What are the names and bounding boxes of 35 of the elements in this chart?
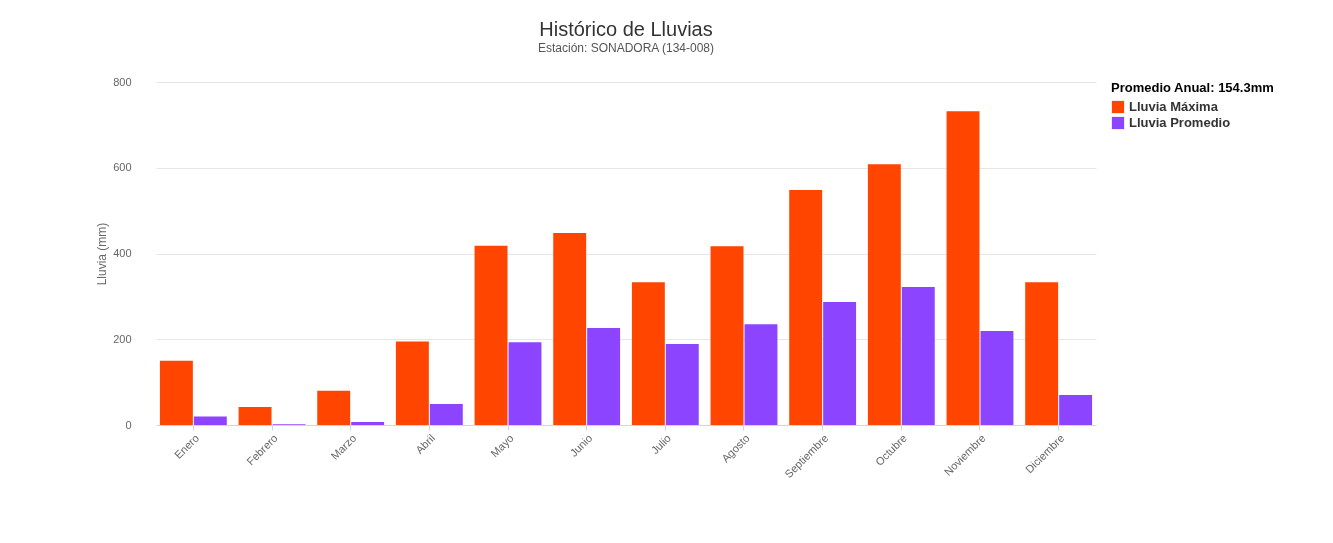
bar bbox=[946, 111, 980, 425]
bar bbox=[395, 341, 429, 425]
bar bbox=[631, 282, 665, 425]
bar bbox=[351, 422, 385, 425]
bar bbox=[980, 331, 1014, 425]
bar bbox=[429, 403, 463, 425]
bar bbox=[238, 406, 272, 425]
bar bbox=[710, 246, 744, 425]
bar bbox=[1059, 394, 1093, 425]
bar bbox=[867, 164, 901, 425]
bar bbox=[193, 416, 227, 425]
bar bbox=[474, 245, 508, 425]
y-tick-label: 0 bbox=[125, 418, 132, 431]
bar bbox=[665, 343, 699, 425]
bar bbox=[1025, 282, 1059, 425]
legend-label: Lluvia Máxima bbox=[1129, 99, 1219, 114]
legend-label: Lluvia Promedio bbox=[1129, 115, 1231, 130]
legend-title: Promedio Anual: 154.3mm bbox=[1111, 80, 1274, 95]
bar bbox=[159, 360, 193, 425]
y-tick-label: 400 bbox=[113, 247, 132, 259]
y-tick-label: 200 bbox=[113, 332, 132, 345]
bar bbox=[508, 342, 542, 425]
bar bbox=[789, 190, 823, 425]
y-tick-label: 800 bbox=[113, 75, 132, 88]
bar bbox=[553, 232, 587, 425]
x-tick-label: Julio bbox=[648, 431, 674, 457]
bar bbox=[901, 286, 935, 425]
chart-title: Histórico de Lluvias bbox=[539, 18, 713, 40]
bar bbox=[823, 301, 857, 425]
y-tick-label: 600 bbox=[113, 161, 132, 174]
bar bbox=[744, 324, 778, 425]
y-axis-title: Lluvia (mm) bbox=[95, 222, 110, 286]
chart-subtitle: Estación: SONADORA (134-008) bbox=[537, 41, 715, 55]
bar bbox=[317, 390, 351, 425]
bar bbox=[587, 328, 621, 425]
